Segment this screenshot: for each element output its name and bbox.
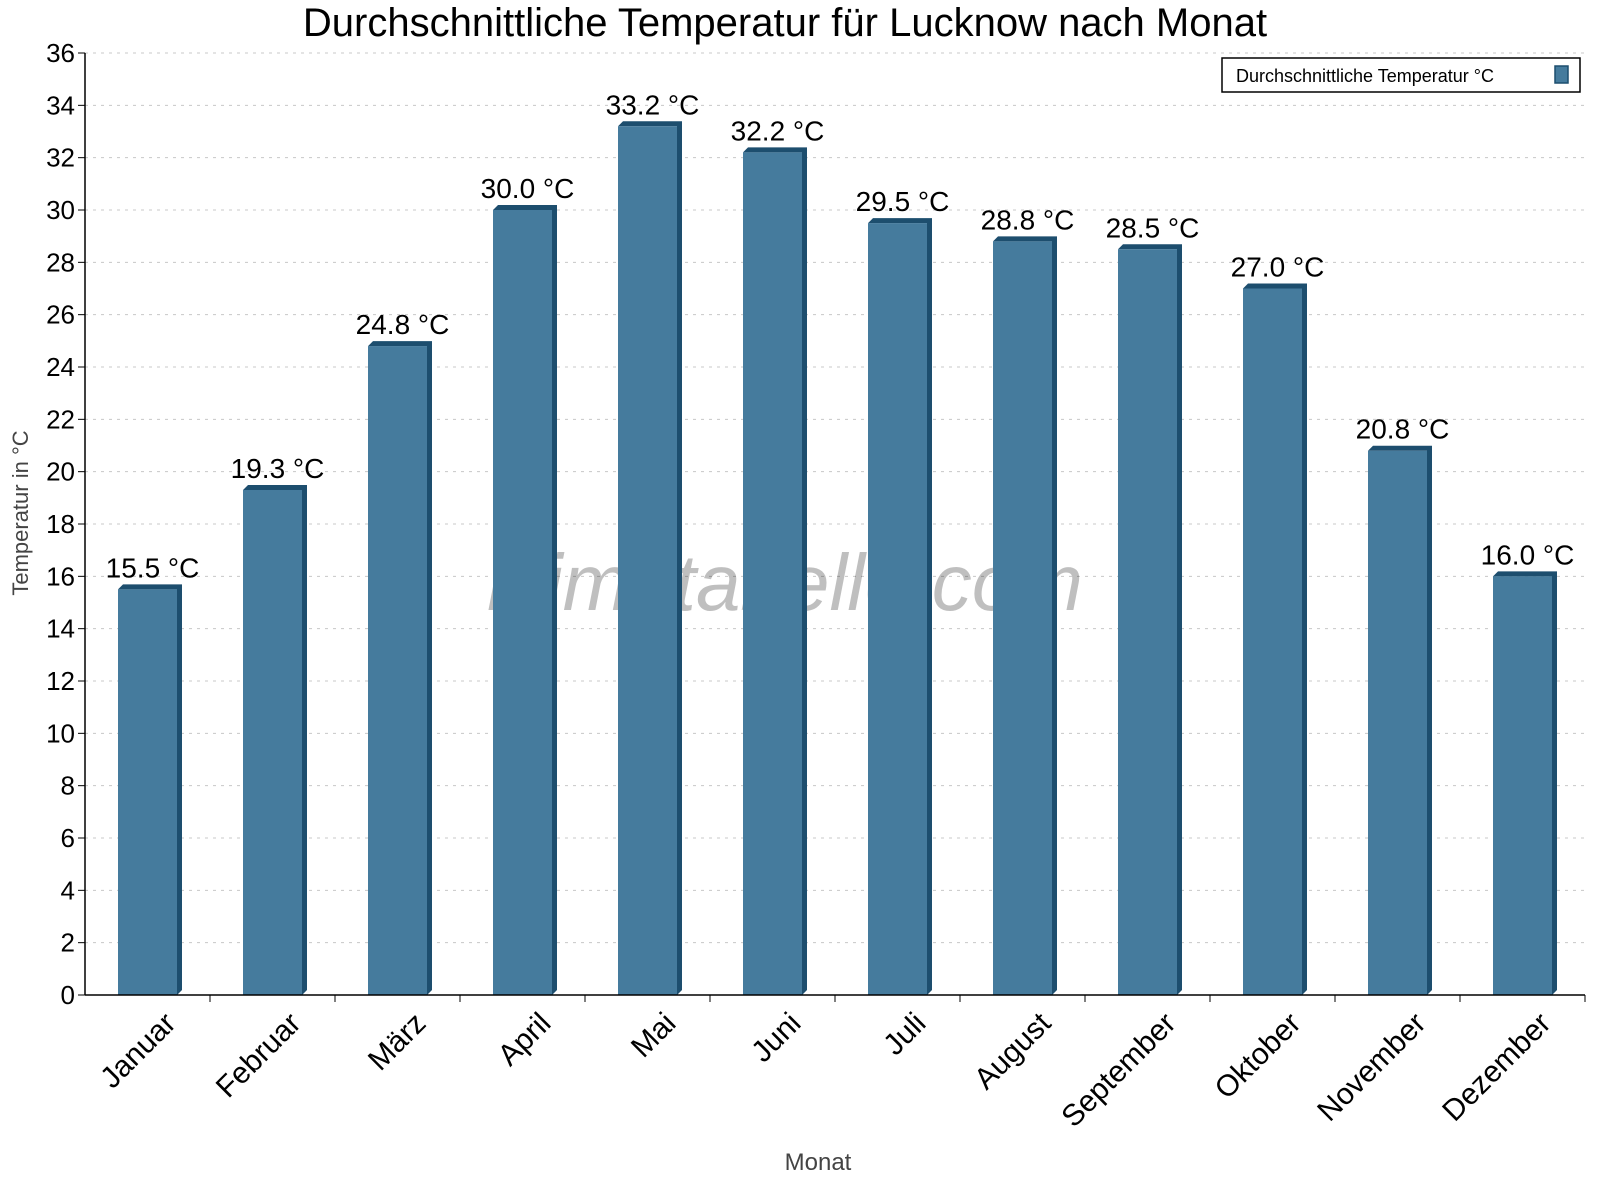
data-label: 20.8 °C [1356,414,1450,445]
y-tick-label: 0 [61,980,75,1010]
x-tick-label: Juli [877,1007,932,1062]
y-tick-label: 6 [61,823,75,853]
legend-box [1221,57,1581,93]
bar [493,210,552,995]
grid [85,52,1585,944]
y-tick-label: 36 [46,38,75,68]
x-tick-label: Dezember [1436,1007,1557,1128]
y-tick-label: 10 [46,718,75,748]
data-label: 19.3 °C [231,453,325,484]
bar [118,589,177,995]
x-tick-label: November [1311,1007,1432,1128]
x-tick-label: März [362,1007,432,1077]
x-tick-label: Februar [210,1007,308,1105]
x-tick-label: Mai [625,1007,683,1065]
x-tick-label: September [1055,1007,1182,1134]
chart-title: Durchschnittliche Temperatur für Lucknow… [303,1,1267,45]
y-tick-label: 18 [46,509,75,539]
y-tick-label: 2 [61,928,75,958]
y-tick-label: 16 [46,561,75,591]
legend-swatch [1554,65,1569,84]
bar [993,241,1052,995]
x-tick-label: Juni [745,1007,807,1069]
y-axis-label: Temperatur in °C [8,430,33,595]
y-tick-label: 32 [46,143,75,173]
bar [368,346,427,996]
data-label: 29.5 °C [856,186,950,217]
y-tick-label: 8 [61,771,75,801]
bar [743,152,802,995]
y-tick-label: 4 [61,875,75,905]
y-tick-label: 34 [46,90,75,120]
bar [243,489,302,995]
data-label: 30.0 °C [481,173,575,204]
data-label: 28.5 °C [1106,212,1200,243]
data-label: 28.8 °C [981,204,1075,235]
y-tick-label: 24 [46,352,75,382]
data-label: 27.0 °C [1231,252,1325,283]
bars: 15.5 °C 19.3 °C 24.8 °C 30.0 °C 33.2 °C 32.2 … [106,89,1575,996]
y-tick-label: 30 [46,195,75,225]
y-tick-label: 28 [46,247,75,277]
x-tick-label: August [968,1006,1058,1096]
x-tick-label: Januar [94,1007,182,1095]
x-tick-label: Oktober [1209,1007,1308,1106]
legend: Durchschnittliche Temperatur °C [1221,57,1581,93]
bar [618,126,677,996]
x-tick-label: April [492,1007,558,1073]
data-label: 16.0 °C [1481,539,1575,570]
y-tick-label: 22 [46,404,75,434]
y-tick-label: 12 [46,666,75,696]
data-label: 24.8 °C [356,309,450,340]
y-tick-label: 14 [46,614,75,644]
bar [868,223,927,996]
data-label: 32.2 °C [731,115,825,146]
bar [1368,450,1427,995]
bar [1493,576,1552,995]
data-label: 15.5 °C [106,552,200,583]
bar [1243,288,1302,995]
data-label: 33.2 °C [606,89,700,120]
y-tick-label: 26 [46,300,75,330]
x-axis-label: Monat [785,1149,852,1176]
legend-label: Durchschnittliche Temperatur °C [1236,66,1494,86]
bar [1118,249,1177,995]
y-tick-label: 20 [46,457,75,487]
